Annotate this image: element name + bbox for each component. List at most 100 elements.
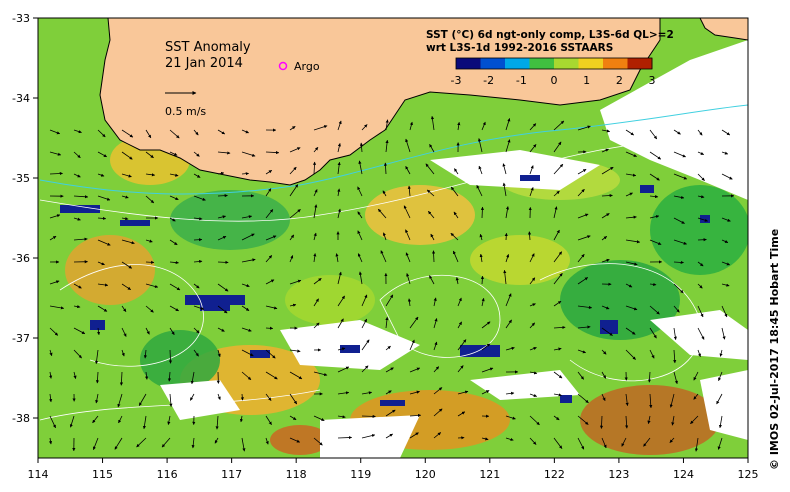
current-vector (673, 327, 677, 340)
current-vector (480, 206, 484, 219)
current-vector (265, 349, 276, 359)
current-vector (553, 300, 562, 307)
x-tick-label: 118 (286, 468, 307, 481)
current-vector (409, 121, 413, 131)
current-vector (313, 371, 328, 377)
current-vector (406, 273, 411, 285)
current-vector (697, 283, 703, 289)
current-vector (241, 215, 253, 219)
current-vector (505, 118, 511, 131)
current-vector (145, 151, 154, 159)
current-vector (649, 129, 658, 140)
y-tick-label: -38 (12, 412, 30, 425)
current-vector (73, 151, 81, 159)
current-vector (167, 371, 172, 382)
current-vector (621, 437, 627, 447)
current-vector (718, 415, 723, 429)
current-vector (73, 195, 89, 199)
current-vector (169, 305, 179, 312)
current-vector (649, 173, 660, 181)
current-vector (697, 305, 704, 318)
current-vector (241, 233, 255, 241)
current-vector (361, 365, 369, 373)
current-vector (337, 271, 342, 285)
current-vector (577, 253, 585, 263)
current-vector (673, 217, 685, 224)
current-vector (505, 391, 515, 395)
current-vector (433, 341, 438, 351)
current-vector (697, 261, 704, 267)
current-vector (118, 415, 123, 424)
current-vector (553, 415, 560, 421)
current-vector (359, 142, 364, 153)
current-vector (382, 232, 387, 241)
x-axis: 114 115 116 117 118 119 120 121 122 123 124 125 (28, 458, 759, 481)
current-vector (649, 194, 659, 199)
current-vector (121, 195, 129, 199)
current-vector (377, 208, 387, 219)
current-vector (49, 235, 57, 241)
current-vector (337, 415, 346, 419)
current-vector (145, 195, 155, 204)
current-vector (405, 138, 411, 153)
current-vector (529, 437, 537, 445)
current-vector (357, 211, 363, 219)
current-vector (433, 432, 442, 439)
current-vector (577, 415, 589, 425)
current-vector (407, 298, 411, 307)
current-vector (169, 327, 175, 336)
current-vector (217, 215, 226, 219)
x-tick-label: 117 (221, 468, 242, 481)
current-vector (92, 415, 99, 424)
current-vector (673, 305, 680, 313)
current-vector (337, 295, 345, 307)
current-vector (217, 235, 227, 241)
current-vector (313, 298, 319, 307)
current-vector (191, 437, 195, 449)
current-vector (193, 173, 201, 178)
velocity-scale-label: 0.5 m/s (165, 105, 206, 118)
current-vector (239, 415, 244, 423)
current-vector (215, 415, 219, 430)
colorbar-tick-label: -2 (483, 74, 494, 87)
current-vector (503, 269, 507, 285)
current-vector (193, 217, 203, 221)
current-vector (601, 349, 607, 355)
current-vector (647, 371, 652, 383)
current-vector (673, 260, 684, 265)
current-vector (97, 151, 108, 158)
current-vector (625, 393, 629, 407)
x-tick-label: 122 (544, 468, 565, 481)
current-vector (577, 277, 589, 285)
current-vector (481, 121, 486, 131)
current-vector (169, 217, 176, 222)
current-vector (193, 305, 205, 310)
current-vector (409, 339, 415, 351)
current-vector (721, 151, 729, 155)
colorbar: SST (°C) 6d ngt-only comp, L3S-6d QL>=2 … (426, 29, 674, 87)
current-vector (553, 229, 560, 241)
current-vector (577, 325, 591, 329)
colorbar-ticks: -3 -2 -1 0 1 2 3 (451, 74, 656, 87)
current-vector (357, 186, 363, 197)
colorbar-segment (627, 58, 653, 69)
current-vector (337, 347, 346, 351)
current-vector (241, 258, 256, 263)
current-vector (625, 151, 637, 157)
argo-label: Argo (294, 60, 320, 73)
current-vector (337, 120, 342, 131)
current-vector (193, 195, 206, 201)
current-vector (240, 393, 244, 401)
current-vector (625, 239, 641, 244)
current-vector (426, 189, 435, 197)
current-vector (481, 367, 494, 373)
current-vector (577, 188, 585, 197)
colorbar-title-line1: SST (°C) 6d ngt-only comp, L3S-6d QL>=2 (426, 29, 674, 41)
colorbar-segment (554, 58, 579, 69)
colorbar-segment (480, 58, 506, 69)
current-vector (289, 279, 302, 285)
current-vector (673, 371, 678, 385)
current-vector (241, 371, 252, 381)
current-vector (289, 147, 301, 153)
